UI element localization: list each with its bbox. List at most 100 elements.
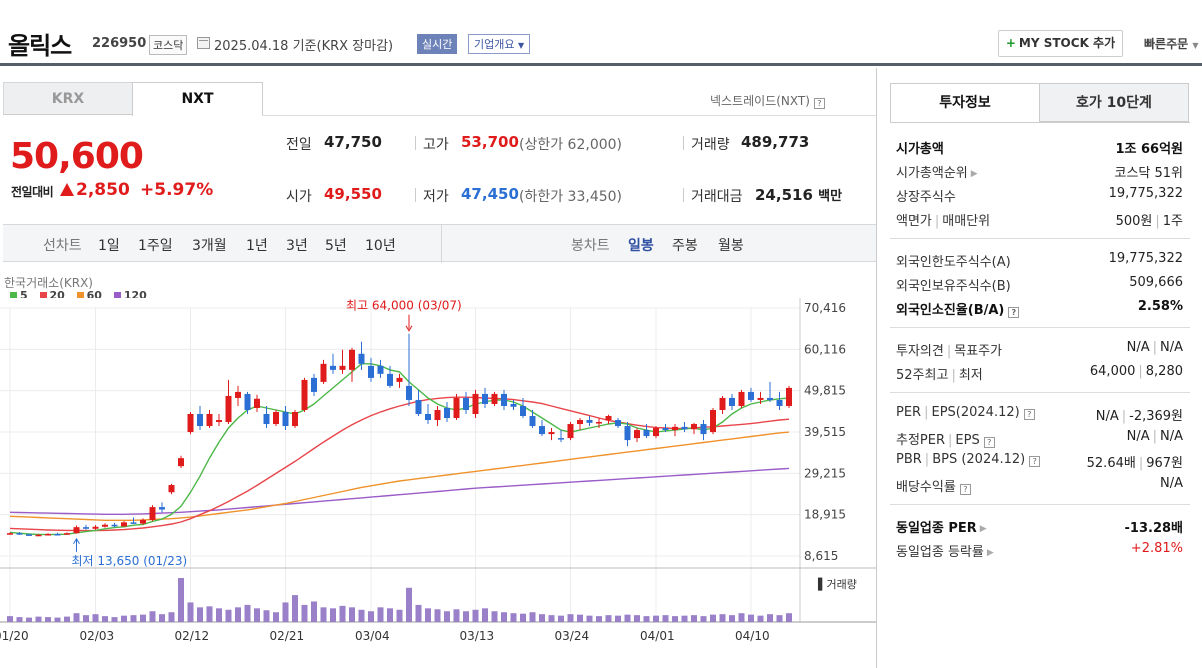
candle-daily[interactable]: 일봉 xyxy=(628,238,654,254)
candle[interactable] xyxy=(149,505,156,522)
candle[interactable] xyxy=(577,418,583,431)
nextrade-link[interactable]: 넥스트레이드(NXT)? xyxy=(710,92,825,109)
candle[interactable] xyxy=(197,405,203,431)
candle[interactable] xyxy=(757,391,764,404)
candle[interactable] xyxy=(83,524,89,530)
candle[interactable] xyxy=(434,405,441,427)
period-3m[interactable]: 3개월 xyxy=(192,238,227,254)
sector-per-link[interactable]: 동일업종 PER ▶ xyxy=(896,521,987,536)
help-icon[interactable]: ? xyxy=(1023,409,1035,420)
candle[interactable] xyxy=(529,409,536,429)
candle[interactable] xyxy=(605,414,612,425)
candle[interactable] xyxy=(130,517,137,524)
candle[interactable] xyxy=(567,422,574,441)
candle[interactable] xyxy=(510,399,517,410)
candle[interactable] xyxy=(111,522,118,528)
candle[interactable] xyxy=(586,416,593,427)
candle[interactable] xyxy=(206,409,213,429)
period-10y[interactable]: 10년 xyxy=(365,238,396,254)
candle[interactable] xyxy=(453,393,460,421)
help-icon[interactable]: ? xyxy=(983,437,995,448)
candle[interactable] xyxy=(634,428,640,443)
candle[interactable] xyxy=(320,359,327,384)
candle[interactable] xyxy=(311,373,317,396)
candle[interactable] xyxy=(16,531,23,535)
candle[interactable] xyxy=(178,455,184,469)
candle[interactable] xyxy=(472,389,479,419)
candle[interactable] xyxy=(444,401,450,423)
candle[interactable] xyxy=(463,391,469,415)
candle[interactable] xyxy=(339,349,346,374)
candle[interactable] xyxy=(643,424,650,439)
candle[interactable] xyxy=(54,532,61,536)
candle[interactable] xyxy=(225,379,232,425)
candle[interactable] xyxy=(396,373,403,388)
period-3y[interactable]: 3년 xyxy=(286,238,308,254)
period-5y[interactable]: 5년 xyxy=(325,238,347,254)
candle[interactable] xyxy=(596,418,602,429)
candle[interactable] xyxy=(45,533,51,536)
candle[interactable] xyxy=(263,405,270,429)
period-1w[interactable]: 1주일 xyxy=(138,238,173,254)
candle[interactable] xyxy=(254,394,260,412)
period-1d[interactable]: 1일 xyxy=(98,238,120,254)
candle[interactable] xyxy=(653,426,659,439)
company-overview-button[interactable]: 기업개요 ▼ xyxy=(468,34,531,54)
help-icon[interactable]: ? xyxy=(959,484,971,495)
candle-monthly[interactable]: 월봉 xyxy=(718,238,744,254)
sector-change-link[interactable]: 동일업종 등락률 ▶ xyxy=(896,545,994,560)
candle[interactable] xyxy=(539,420,545,437)
help-icon[interactable]: ? xyxy=(813,98,825,109)
candle[interactable] xyxy=(64,532,70,535)
candle[interactable] xyxy=(482,387,488,408)
quick-order-button[interactable]: 빠른주문 ▼ xyxy=(1144,37,1199,51)
add-my-stock-button[interactable]: + MY STOCK 추가 xyxy=(998,30,1123,57)
candle[interactable] xyxy=(140,518,146,525)
candle-weekly[interactable]: 주봉 xyxy=(672,238,698,254)
candle[interactable] xyxy=(121,521,127,527)
candle[interactable] xyxy=(672,424,678,437)
candle[interactable] xyxy=(273,409,279,427)
candle[interactable] xyxy=(719,395,726,415)
help-icon[interactable]: ? xyxy=(1029,456,1041,467)
tab-nxt[interactable]: NXT xyxy=(132,82,263,116)
candle[interactable] xyxy=(26,533,32,536)
candle[interactable] xyxy=(691,422,697,435)
candle[interactable] xyxy=(520,397,526,419)
candle[interactable] xyxy=(738,389,745,408)
candle[interactable] xyxy=(700,420,707,441)
candle[interactable] xyxy=(501,389,507,410)
candle[interactable] xyxy=(624,422,631,447)
candle[interactable] xyxy=(358,341,365,370)
candle[interactable] xyxy=(729,393,735,410)
candle[interactable] xyxy=(330,353,336,374)
candle[interactable] xyxy=(244,391,251,415)
candle[interactable] xyxy=(558,430,564,443)
candle[interactable] xyxy=(102,523,108,528)
candle[interactable] xyxy=(548,428,555,441)
candle[interactable] xyxy=(301,377,308,412)
candle[interactable] xyxy=(681,422,688,433)
candle[interactable] xyxy=(662,424,669,433)
candle[interactable] xyxy=(406,333,412,406)
candle[interactable] xyxy=(387,365,393,388)
help-icon[interactable]: ? xyxy=(1008,307,1020,318)
candle[interactable] xyxy=(710,407,716,435)
candle[interactable] xyxy=(216,414,222,427)
candle[interactable] xyxy=(187,411,194,435)
tab-orderbook[interactable]: 호가 10단계 xyxy=(1039,83,1189,122)
realtime-button[interactable]: 실시간 xyxy=(417,34,458,54)
rank-link[interactable]: 시가총액순위 ▶ xyxy=(896,166,978,181)
candle[interactable] xyxy=(415,389,422,417)
candle[interactable] xyxy=(7,532,13,535)
candle[interactable] xyxy=(292,409,298,429)
price-chart[interactable]: 70,416 60,116 49,815 39,515 29,215 18,915 8,61… xyxy=(0,290,876,668)
candle[interactable] xyxy=(776,391,783,410)
candle[interactable] xyxy=(615,418,621,429)
candle[interactable] xyxy=(235,385,241,406)
tab-krx[interactable]: KRX xyxy=(3,82,133,115)
period-1y[interactable]: 1년 xyxy=(246,238,268,254)
candle[interactable] xyxy=(368,357,374,382)
candle[interactable] xyxy=(748,387,754,402)
candle[interactable] xyxy=(377,359,384,378)
